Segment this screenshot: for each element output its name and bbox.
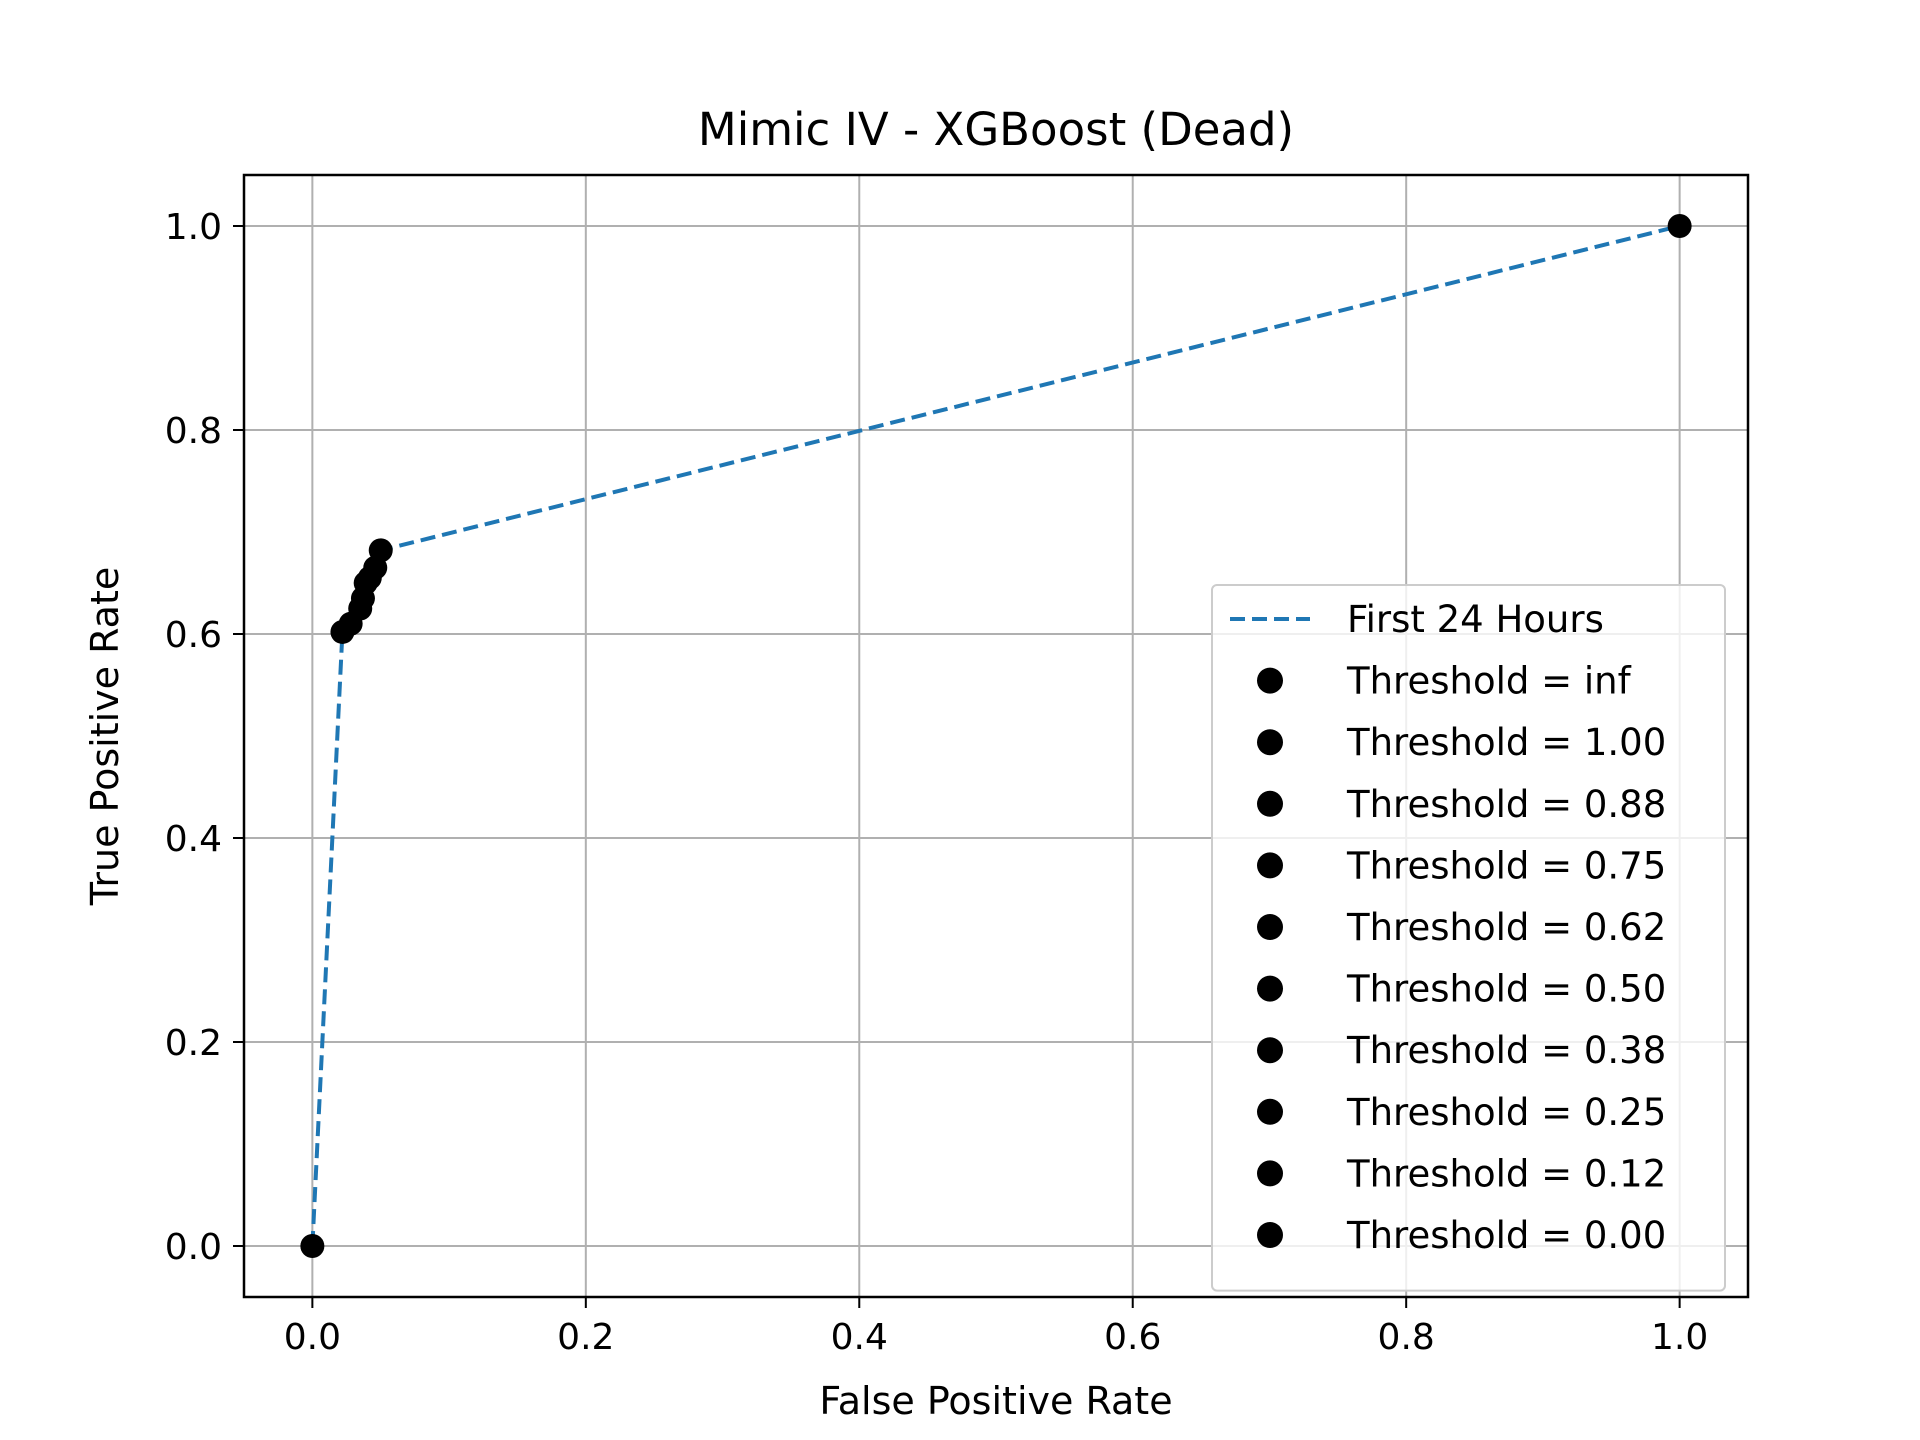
legend-label: Threshold = 0.25	[1346, 1091, 1666, 1134]
legend-marker-swatch	[1257, 667, 1283, 694]
legend-label: Threshold = 0.62	[1346, 906, 1666, 949]
legend-marker-swatch	[1257, 975, 1283, 1002]
legend-marker-swatch	[1257, 1222, 1283, 1248]
legend-marker-swatch	[1257, 790, 1283, 817]
legend-label: Threshold = 0.50	[1346, 968, 1666, 1011]
legend-label: First 24 Hours	[1347, 598, 1604, 641]
threshold-point-9	[1667, 214, 1692, 238]
y-tick-label: 0.2	[165, 1023, 222, 1064]
legend-label: Threshold = 0.75	[1346, 844, 1666, 887]
threshold-point-0	[300, 1234, 325, 1258]
x-tick-label: 1.0	[1651, 1317, 1708, 1358]
legend-label: Threshold = 0.12	[1346, 1152, 1666, 1195]
plot-frame	[242, 173, 1750, 1299]
x-tick-label: 0.6	[1104, 1317, 1161, 1358]
legend-label: Threshold = 1.00	[1346, 721, 1666, 764]
y-axis-ticks: 0.0 0.2 0.4 0.6 0.8 1.0	[165, 207, 244, 1268]
legend-label: Threshold = 0.00	[1346, 1214, 1666, 1257]
legend-label: Threshold = inf	[1346, 660, 1632, 703]
legend-marker-swatch	[1257, 1098, 1283, 1125]
y-tick-label: 0.4	[165, 819, 222, 860]
legend-marker-swatch	[1257, 852, 1283, 879]
chart-title: Mimic IV - XGBoost (Dead)	[698, 103, 1294, 156]
threshold-point-8	[368, 538, 393, 563]
y-tick-label: 0.6	[165, 615, 222, 656]
y-tick-label: 0.0	[165, 1227, 222, 1268]
y-tick-label: 0.8	[165, 411, 222, 452]
x-axis-label: False Positive Rate	[819, 1379, 1172, 1423]
x-tick-label: 0.2	[557, 1317, 614, 1358]
legend-marker-swatch	[1257, 1160, 1283, 1187]
x-axis-ticks: 0.0 0.2 0.4 0.6 0.8 1.0	[284, 1297, 1708, 1358]
x-tick-label: 0.8	[1378, 1317, 1435, 1358]
x-tick-label: 0.4	[831, 1317, 888, 1358]
legend-label: Threshold = 0.88	[1346, 783, 1666, 826]
y-tick-label: 1.0	[165, 207, 222, 248]
x-tick-label: 0.0	[284, 1317, 341, 1358]
legend-marker-swatch	[1257, 729, 1283, 756]
y-axis-label: True Positive Rate	[83, 567, 127, 907]
legend-marker-swatch	[1257, 1037, 1283, 1064]
legend-label: Threshold = 0.38	[1346, 1029, 1666, 1072]
legend-box	[1211, 584, 1726, 1292]
legend: First 24 Hours Threshold = inf Threshold =…	[1211, 584, 1726, 1292]
legend-marker-swatch	[1257, 914, 1283, 940]
threshold-points	[300, 214, 1692, 1258]
